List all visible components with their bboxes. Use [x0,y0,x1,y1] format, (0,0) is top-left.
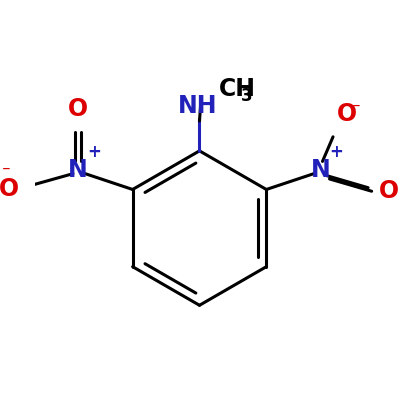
Text: ⁻: ⁻ [2,163,11,181]
Text: O: O [68,97,88,121]
Text: NH: NH [178,94,218,118]
Text: +: + [87,143,101,161]
Text: ⁻: ⁻ [352,100,360,118]
Text: +: + [330,143,343,161]
Text: N: N [68,158,88,182]
Text: O: O [336,102,357,126]
Text: N: N [311,158,331,182]
Text: 3: 3 [241,88,252,106]
Text: O: O [0,178,18,202]
Text: CH: CH [219,78,256,102]
Text: O: O [379,179,399,203]
